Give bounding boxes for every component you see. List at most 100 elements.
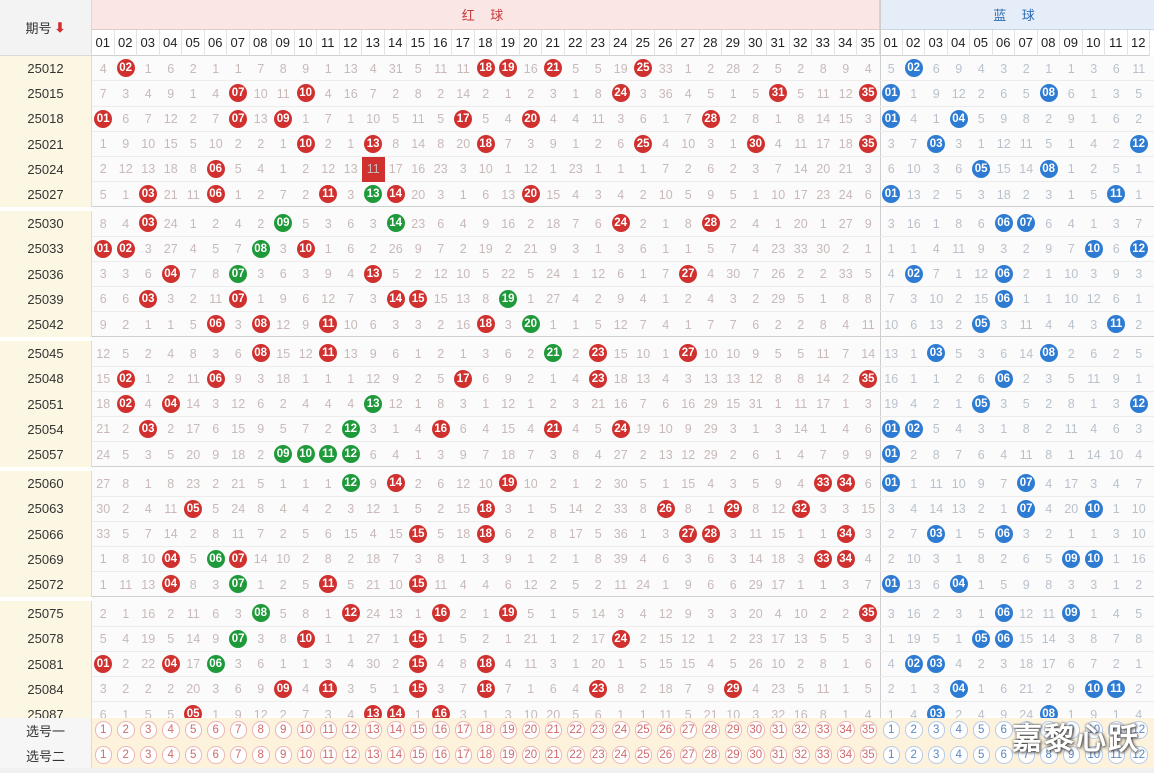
select-red-1[interactable]: 1 <box>94 721 112 739</box>
select-blue-4[interactable]: 4 <box>950 746 968 764</box>
select-blue-3[interactable]: 3 <box>927 746 945 764</box>
select-red-20[interactable]: 20 <box>522 721 540 739</box>
select-blue-7[interactable]: 7 <box>1017 721 1035 739</box>
select-red-11[interactable]: 11 <box>319 746 337 764</box>
select-red-1[interactable]: 1 <box>94 746 112 764</box>
select-red-34[interactable]: 34 <box>837 721 855 739</box>
select-blue-5[interactable]: 5 <box>972 746 990 764</box>
select-red-14[interactable]: 14 <box>387 721 405 739</box>
select-blue-12[interactable]: 12 <box>1130 721 1148 739</box>
select-blue-2[interactable]: 2 <box>905 721 923 739</box>
select-red-26[interactable]: 26 <box>657 721 675 739</box>
select-red-4[interactable]: 4 <box>162 721 180 739</box>
select-red-23[interactable]: 23 <box>589 721 607 739</box>
select-red-23[interactable]: 23 <box>589 746 607 764</box>
select-red-12[interactable]: 12 <box>342 746 360 764</box>
select-red-28[interactable]: 28 <box>702 746 720 764</box>
select-blue-8[interactable]: 8 <box>1040 746 1058 764</box>
select-blue-12[interactable]: 12 <box>1130 746 1148 764</box>
select-red-13[interactable]: 13 <box>364 746 382 764</box>
red-miss-count: 2 <box>437 346 445 361</box>
select-red-24[interactable]: 24 <box>612 721 630 739</box>
select-red-21[interactable]: 21 <box>544 746 562 764</box>
select-red-33[interactable]: 33 <box>814 721 832 739</box>
select-blue-9[interactable]: 9 <box>1062 721 1080 739</box>
select-red-30[interactable]: 30 <box>747 746 765 764</box>
select-red-16[interactable]: 16 <box>432 721 450 739</box>
select-red-28[interactable]: 28 <box>702 721 720 739</box>
select-red-17[interactable]: 17 <box>454 746 472 764</box>
select-red-8[interactable]: 8 <box>252 746 270 764</box>
select-blue-3[interactable]: 3 <box>927 721 945 739</box>
select-red-3[interactable]: 3 <box>139 746 157 764</box>
select-red-2[interactable]: 2 <box>117 721 135 739</box>
select-blue-8[interactable]: 8 <box>1040 721 1058 739</box>
select-red-33[interactable]: 33 <box>814 746 832 764</box>
select-blue-1[interactable]: 1 <box>882 721 900 739</box>
select-red-27[interactable]: 27 <box>679 746 697 764</box>
select-red-10[interactable]: 10 <box>297 746 315 764</box>
red-miss-count: 7 <box>864 577 872 592</box>
select-red-7[interactable]: 7 <box>229 746 247 764</box>
select-blue-10[interactable]: 10 <box>1085 746 1103 764</box>
select-red-29[interactable]: 29 <box>724 721 742 739</box>
select-red-17[interactable]: 17 <box>454 721 472 739</box>
select-red-12[interactable]: 12 <box>342 721 360 739</box>
select-red-8[interactable]: 8 <box>252 721 270 739</box>
select-red-9[interactable]: 9 <box>274 721 292 739</box>
select-red-30[interactable]: 30 <box>747 721 765 739</box>
select-blue-1[interactable]: 1 <box>882 746 900 764</box>
select-blue-2[interactable]: 2 <box>905 746 923 764</box>
select-red-31[interactable]: 31 <box>769 721 787 739</box>
select-red-15[interactable]: 15 <box>409 721 427 739</box>
select-red-16[interactable]: 16 <box>432 746 450 764</box>
select-red-19[interactable]: 19 <box>499 746 517 764</box>
select-red-18[interactable]: 18 <box>477 746 495 764</box>
select-red-21[interactable]: 21 <box>544 721 562 739</box>
select-red-31[interactable]: 31 <box>769 746 787 764</box>
select-red-10[interactable]: 10 <box>297 721 315 739</box>
select-blue-11[interactable]: 11 <box>1107 721 1125 739</box>
select-red-26[interactable]: 26 <box>657 746 675 764</box>
select-red-6[interactable]: 6 <box>207 746 225 764</box>
select-red-34[interactable]: 34 <box>837 746 855 764</box>
select-red-19[interactable]: 19 <box>499 721 517 739</box>
select-red-4[interactable]: 4 <box>162 746 180 764</box>
select-red-24[interactable]: 24 <box>612 746 630 764</box>
period-column-header[interactable]: 期号 ⬇ <box>0 0 92 56</box>
select-red-5[interactable]: 5 <box>184 721 202 739</box>
select-red-35[interactable]: 35 <box>859 721 877 739</box>
select-blue-5[interactable]: 5 <box>972 721 990 739</box>
select-red-5[interactable]: 5 <box>184 746 202 764</box>
select-red-15[interactable]: 15 <box>409 746 427 764</box>
select-red-35[interactable]: 35 <box>859 746 877 764</box>
select-red-25[interactable]: 25 <box>634 746 652 764</box>
select-blue-6[interactable]: 6 <box>995 746 1013 764</box>
select-blue-9[interactable]: 9 <box>1062 746 1080 764</box>
select-red-14[interactable]: 14 <box>387 746 405 764</box>
select-red-9[interactable]: 9 <box>274 746 292 764</box>
select-red-13[interactable]: 13 <box>364 721 382 739</box>
red-miss-count: 8 <box>257 501 265 516</box>
select-blue-4[interactable]: 4 <box>950 721 968 739</box>
select-red-11[interactable]: 11 <box>319 721 337 739</box>
arrow-down-icon[interactable]: ⬇ <box>54 19 66 35</box>
select-red-32[interactable]: 32 <box>792 746 810 764</box>
select-red-6[interactable]: 6 <box>207 721 225 739</box>
select-red-20[interactable]: 20 <box>522 746 540 764</box>
select-red-29[interactable]: 29 <box>724 746 742 764</box>
select-red-27[interactable]: 27 <box>679 721 697 739</box>
select-blue-10[interactable]: 10 <box>1085 721 1103 739</box>
select-blue-6[interactable]: 6 <box>995 721 1013 739</box>
select-red-7[interactable]: 7 <box>229 721 247 739</box>
select-blue-11[interactable]: 11 <box>1107 746 1125 764</box>
select-red-2[interactable]: 2 <box>117 746 135 764</box>
blue-miss-count: 3 <box>1000 241 1008 256</box>
select-red-3[interactable]: 3 <box>139 721 157 739</box>
select-red-22[interactable]: 22 <box>567 746 585 764</box>
select-red-25[interactable]: 25 <box>634 721 652 739</box>
select-red-18[interactable]: 18 <box>477 721 495 739</box>
select-red-22[interactable]: 22 <box>567 721 585 739</box>
select-blue-7[interactable]: 7 <box>1017 746 1035 764</box>
select-red-32[interactable]: 32 <box>792 721 810 739</box>
